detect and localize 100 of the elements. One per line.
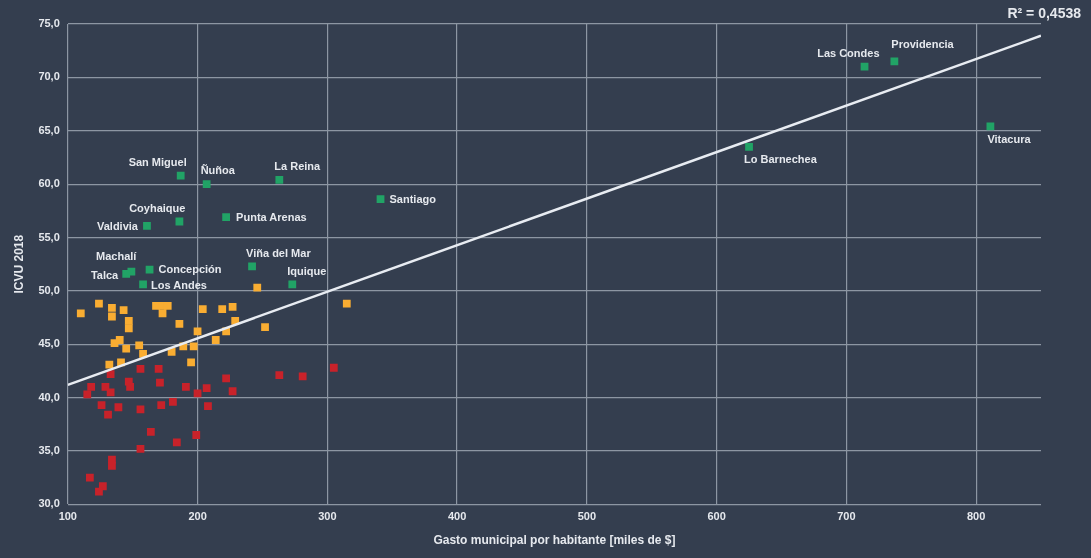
annotation: Lo Barnechea xyxy=(744,152,818,165)
x-tick-label: 600 xyxy=(707,510,726,523)
point xyxy=(298,372,307,381)
point xyxy=(97,401,106,410)
x-tick-label: 500 xyxy=(577,510,597,523)
point xyxy=(146,427,155,436)
x-tick-label: 100 xyxy=(58,510,77,523)
point xyxy=(122,344,131,353)
point xyxy=(187,358,195,367)
annotation: Machalí xyxy=(96,249,138,262)
annotation: Vitacura xyxy=(987,132,1032,145)
y-axis-title: ICVU 2018 xyxy=(11,234,26,294)
annotation: Coyhaique xyxy=(129,201,186,214)
annotation: La Reina xyxy=(274,159,322,172)
x-tick-label: 700 xyxy=(837,510,856,523)
annotation: Iquique xyxy=(287,264,327,277)
annotation: Providencia xyxy=(891,38,955,51)
point xyxy=(248,262,256,271)
point xyxy=(198,305,207,313)
point xyxy=(202,384,211,392)
x-tick-label: 400 xyxy=(447,510,467,523)
y-tick-label: 70,0 xyxy=(38,70,60,83)
point xyxy=(222,374,230,383)
point xyxy=(124,324,133,333)
point xyxy=(189,342,198,351)
point xyxy=(342,299,351,308)
x-axis-title: Gasto municipal por habitante [miles de $] xyxy=(433,533,676,548)
point xyxy=(222,213,230,222)
point xyxy=(175,320,184,328)
point xyxy=(105,360,114,369)
point xyxy=(211,336,220,344)
point xyxy=(228,387,237,396)
y-tick-label: 30,0 xyxy=(38,497,60,510)
point xyxy=(204,402,212,411)
x-tick-label: 200 xyxy=(188,510,207,523)
point xyxy=(288,280,297,289)
point xyxy=(253,283,262,292)
point xyxy=(110,339,119,348)
y-tick-label: 50,0 xyxy=(38,283,60,296)
point xyxy=(176,171,185,180)
point xyxy=(329,363,338,372)
point xyxy=(108,304,116,312)
point xyxy=(193,389,202,398)
point xyxy=(745,142,753,151)
point xyxy=(202,180,211,189)
point xyxy=(890,57,899,66)
point xyxy=(119,306,128,314)
y-tick-label: 60,0 xyxy=(38,177,60,190)
point xyxy=(156,378,164,387)
point xyxy=(218,305,227,313)
point xyxy=(192,431,201,439)
point xyxy=(376,195,385,203)
point xyxy=(261,323,269,332)
annotation: Concepción xyxy=(158,262,222,275)
annotation: Ñuñoa xyxy=(200,164,236,177)
point xyxy=(154,364,163,373)
point xyxy=(122,269,131,278)
x-tick-label: 300 xyxy=(318,510,337,523)
y-tick-label: 75,0 xyxy=(38,17,60,30)
point xyxy=(158,309,167,318)
point xyxy=(182,383,190,391)
point xyxy=(124,316,133,325)
point xyxy=(83,390,92,399)
annotation: Santiago xyxy=(389,193,437,206)
point xyxy=(172,438,181,447)
point xyxy=(135,341,144,350)
point xyxy=(136,364,145,373)
point xyxy=(106,370,115,379)
annotation: Valdivia xyxy=(96,219,139,232)
y-tick-label: 40,0 xyxy=(38,390,60,403)
text: R² = 0,4538 xyxy=(1007,4,1082,21)
point xyxy=(860,62,869,71)
point xyxy=(95,487,103,496)
annotation: Las Condes xyxy=(817,46,880,59)
point xyxy=(136,405,145,414)
point xyxy=(104,410,112,419)
point xyxy=(114,403,123,412)
y-tick-label: 55,0 xyxy=(38,230,60,243)
x-tick-label: 800 xyxy=(966,510,986,523)
annotation: Punta Arenas xyxy=(236,211,307,224)
point xyxy=(106,388,115,397)
annotation: Los Andes xyxy=(151,278,207,291)
point xyxy=(169,398,177,406)
annotation: Talca xyxy=(90,268,120,281)
point xyxy=(87,383,96,391)
point xyxy=(85,473,94,482)
point xyxy=(275,175,284,184)
point xyxy=(157,401,166,410)
point xyxy=(108,312,116,321)
point xyxy=(139,280,147,289)
point xyxy=(228,303,237,311)
y-tick-label: 65,0 xyxy=(38,123,60,136)
point xyxy=(108,462,116,470)
annotation: Viña del Mar xyxy=(246,247,312,260)
point xyxy=(126,383,134,391)
point xyxy=(95,299,103,308)
y-tick-label: 45,0 xyxy=(38,337,60,350)
point xyxy=(136,445,145,453)
y-tick-label: 35,0 xyxy=(38,444,60,457)
point xyxy=(163,301,172,310)
